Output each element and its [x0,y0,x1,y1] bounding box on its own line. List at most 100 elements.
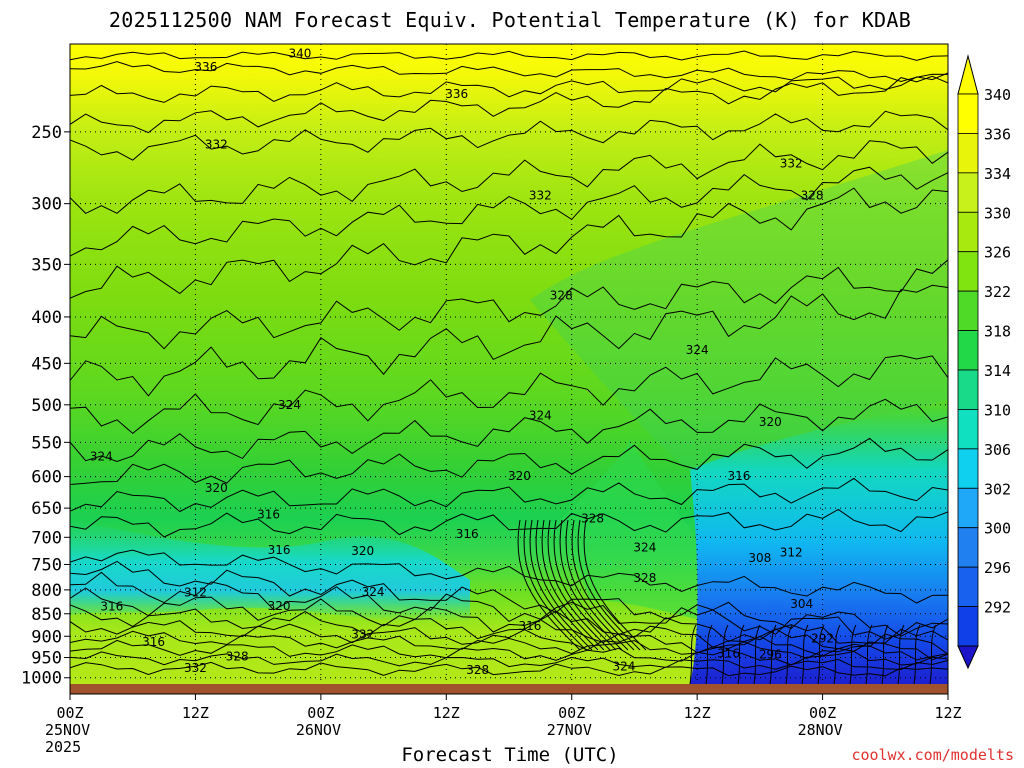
cold-airmass-east [690,400,948,684]
contour-line [70,187,948,299]
colorbar-label: 330 [984,204,1011,222]
colorbar-swatch [957,566,979,607]
colorbar-swatch [957,133,979,174]
contour-line [70,620,948,661]
contour-line [547,519,611,651]
colorbar-label: 318 [984,323,1011,341]
contour-label: 328 [801,189,824,203]
contour-line [577,519,641,651]
contour-line [721,624,729,684]
contour-label: 332 [529,189,552,203]
contour-line [70,166,948,257]
credit-link[interactable]: coolwx.com/modelts [851,746,1014,764]
contour-label: 328 [226,650,249,664]
contour-label: 292 [811,631,834,645]
colorbar-label: 306 [984,441,1011,459]
contour-label: 336 [194,60,217,74]
y-tick-label: 800 [31,581,62,601]
plot-frame [69,43,949,695]
contour-label: 320 [268,599,291,613]
colorbar-label: 314 [984,362,1011,380]
contour-label: 328 [633,571,656,585]
contour-line [70,354,948,435]
contour-line [571,519,635,651]
x-tick-label: 00Z [307,704,334,722]
y-tick-label: 900 [31,627,62,647]
x-axis-title: Forecast Time (UTC) [401,744,619,766]
contour-label: 324 [529,409,552,423]
contour-label: 328 [466,663,489,677]
contour-line [897,624,905,684]
contour-line [70,50,948,61]
contour-label: 328 [581,511,604,525]
contour-line [849,624,857,684]
contour-label: 316 [727,469,750,483]
contour-label: 340 [288,47,311,61]
colorbar-label: 336 [984,125,1011,143]
y-tick-label: 750 [31,555,62,575]
colorbar-swatch [957,369,979,410]
x-tick-label: 27NOV [547,721,592,739]
contour-line [785,624,793,684]
contour-label: 320 [759,415,782,429]
contour-line [929,624,937,684]
y-tick-label: 250 [31,123,62,143]
contour-label: 320 [351,544,374,558]
x-tick-label: 2025 [45,738,81,756]
colorbar-label: 302 [984,480,1011,498]
y-tick-label: 400 [31,308,62,328]
contour-line [70,508,948,538]
contour-line [541,519,605,651]
x-tick-label: 12Z [934,704,961,722]
y-tick-label: 500 [31,396,62,416]
contour-line [801,624,809,684]
colorbar-swatch [957,172,979,213]
colorbar-label: 334 [984,165,1011,183]
contour-line [70,639,948,666]
contour-label: 316 [257,508,280,522]
colorbar-swatch [957,606,979,647]
contour-label: 324 [362,585,385,599]
colorbar-label: 326 [984,244,1011,262]
contour-line [565,519,629,651]
cool-band-west [70,520,470,623]
contour-label: 316 [100,600,123,614]
contour-line [70,61,948,83]
colorbar-swatch [957,527,979,568]
contour-label: 316 [268,543,291,557]
contour-line [70,284,948,397]
contour-line [70,437,948,485]
colorbar-swatch [957,448,979,489]
colorbar-swatch [957,487,979,529]
contour-label: 336 [445,87,468,101]
y-tick-label: 550 [31,433,62,453]
colorbar-label: 322 [984,283,1011,301]
x-tick-label: 12Z [684,704,711,722]
contour-line [70,477,948,513]
contour-line [70,398,948,463]
x-tick-label: 26NOV [296,721,341,739]
contour-label: 328 [550,289,573,303]
contour-line [553,519,617,651]
contour-label: 296 [759,648,782,662]
contour-line [70,259,948,350]
contour-label: 316 [456,527,479,541]
colorbar: 340 336 334 330 326 322 318 314 310 306 302 300 296 2… [957,54,1011,670]
colorbar-label: 310 [984,401,1011,419]
contour-label: 324 [613,660,636,674]
colorbar-top-arrow [957,54,979,95]
y-tick-label: 450 [31,354,62,374]
x-tick-label: 00Z [56,704,83,722]
chart-title: 2025112500 NAM Forecast Equiv. Potential… [108,8,912,32]
contour-label: 324 [278,398,301,412]
contour-label: 332 [184,661,207,675]
x-tick-label: 00Z [558,704,585,722]
x-tick-label: 28NOV [798,721,843,739]
contour-label: 324 [686,343,709,357]
contour-labels: 340 336 336 332 332 332 328 328 324 324 324 320 324 3… [90,47,834,677]
x-tick-label: 25NOV [45,721,90,739]
contour-line [70,110,948,161]
contour-label: 324 [633,540,656,554]
